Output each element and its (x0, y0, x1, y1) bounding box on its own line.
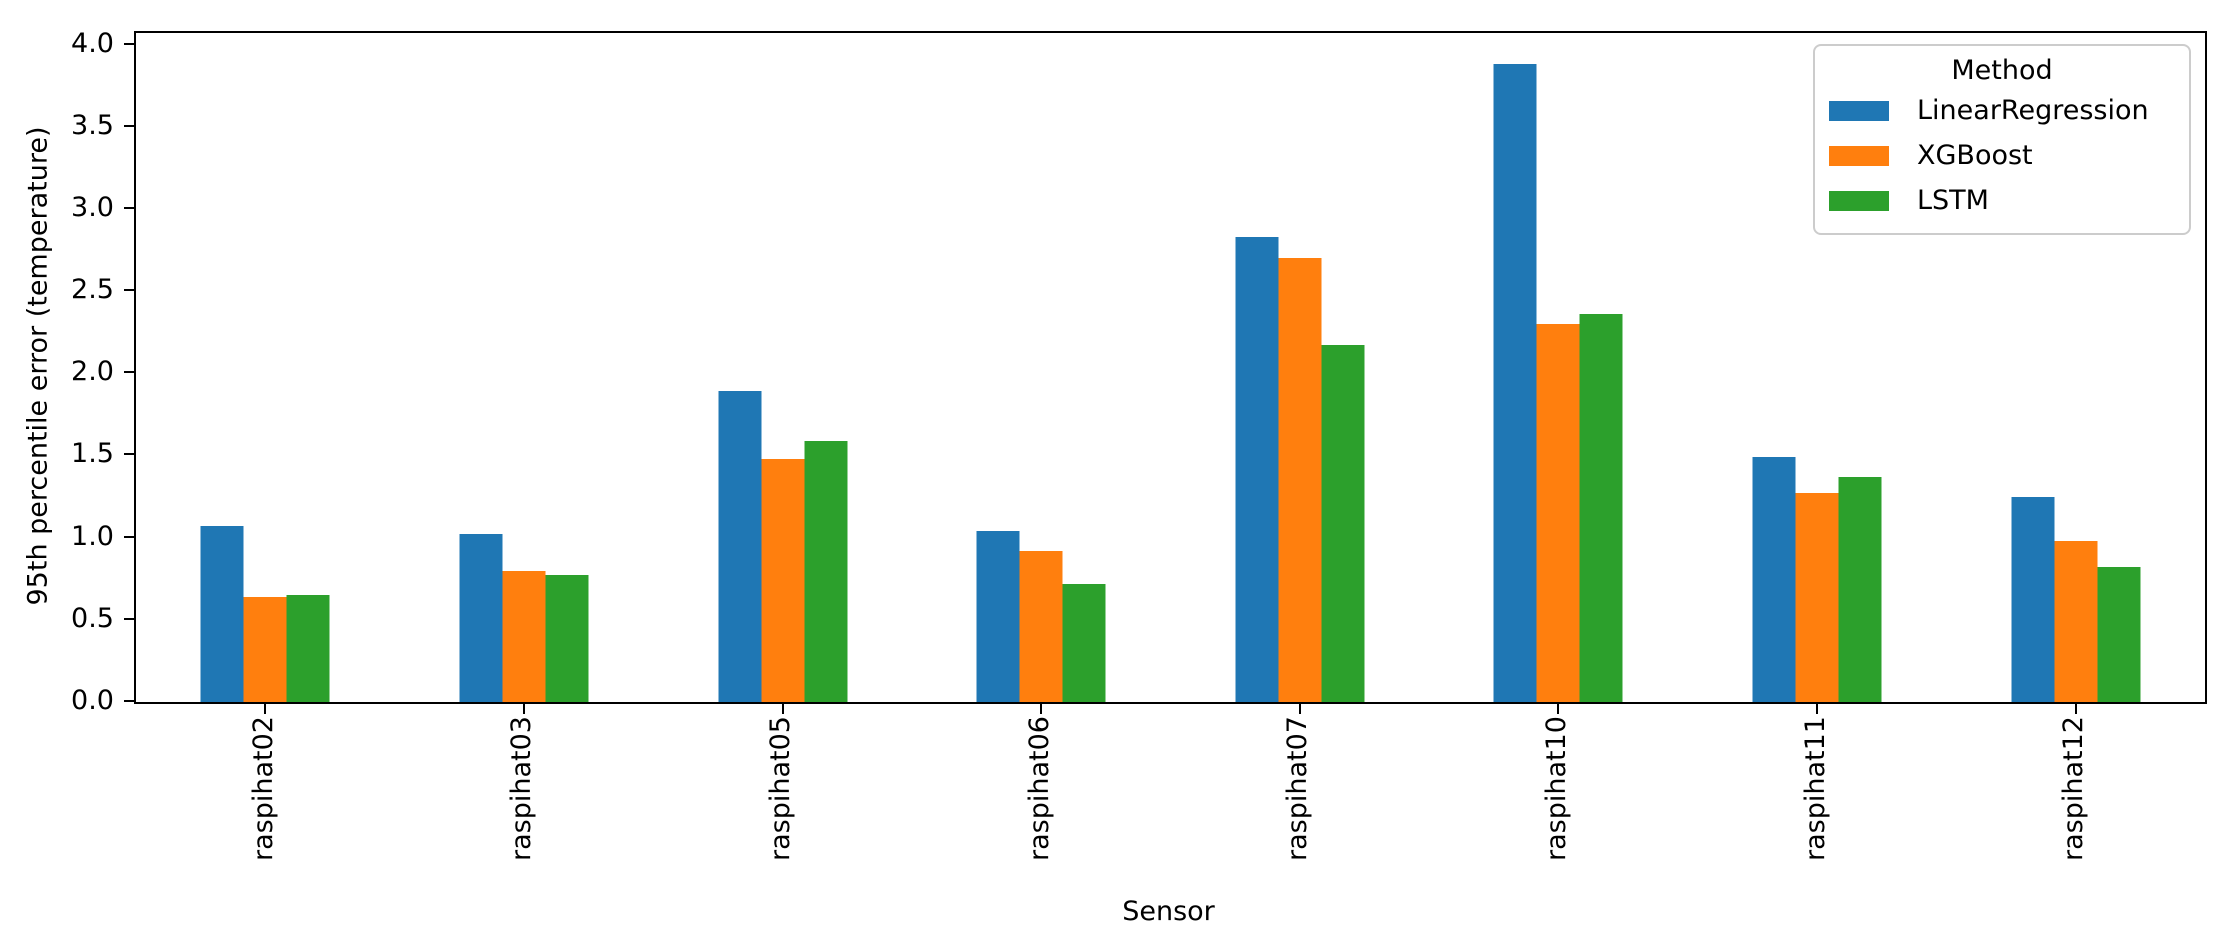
y-tick-label: 0.0 (71, 685, 114, 716)
x-tick-mark (2074, 704, 2077, 714)
bar-group-raspihat12 (1946, 33, 2205, 714)
bar-row (2011, 497, 2141, 702)
legend-entries: LinearRegression XGBoost LSTM (1815, 88, 2189, 223)
x-tick-mark (1557, 704, 1560, 714)
y-tick-mark (124, 207, 134, 209)
bar-raspihat07-lstm (1321, 345, 1365, 702)
y-tick-mark (124, 43, 134, 45)
bar-row (718, 391, 848, 702)
bar-row (976, 531, 1106, 702)
bar-raspihat11-lstm (1838, 477, 1882, 702)
x-tick-mark (1816, 704, 1819, 714)
x-tick-label-cell: raspihat03 (393, 716, 652, 861)
y-tick-mark (124, 289, 134, 291)
bar-group-raspihat10 (1429, 33, 1688, 714)
y-tick-mark (124, 536, 134, 538)
legend-swatch-lstm (1829, 190, 1889, 211)
bar-raspihat03-xgboost (502, 571, 546, 702)
y-tick-mark (124, 618, 134, 620)
bar-group-raspihat05 (653, 33, 912, 714)
legend-entry-lstm: LSTM (1815, 178, 2189, 223)
x-tick-label-cell: raspihat10 (1427, 716, 1686, 861)
bar-raspihat12-linearregression (2011, 497, 2055, 702)
bar-group-raspihat07 (1171, 33, 1430, 714)
legend-swatch-xgboost (1829, 145, 1889, 166)
legend-entry-xgboost: XGBoost (1815, 133, 2189, 178)
x-tick-label: raspihat11 (1799, 716, 1831, 861)
x-tick-mark (264, 704, 267, 714)
bar-raspihat02-xgboost (243, 597, 287, 702)
x-tick-label-cell: raspihat07 (1169, 716, 1428, 861)
legend-label: LinearRegression (1917, 95, 2149, 126)
x-tick-label: raspihat02 (247, 716, 279, 861)
y-tick-mark (124, 700, 134, 702)
x-tick-mark (1298, 704, 1301, 714)
y-tick-mark (124, 371, 134, 373)
y-axis-title-text: 95th percentile error (temperature) (22, 126, 54, 606)
bar-raspihat10-linearregression (1493, 64, 1537, 702)
legend-swatch-linearregression (1829, 100, 1889, 121)
y-tick-label: 4.0 (71, 28, 114, 59)
legend-label: LSTM (1917, 185, 1989, 216)
y-tick-label: 0.5 (71, 603, 114, 634)
bar-group-raspihat02 (136, 33, 395, 714)
bar-raspihat02-lstm (286, 595, 330, 702)
legend-entry-linearregression: LinearRegression (1815, 88, 2189, 133)
bar-raspihat12-xgboost (2054, 541, 2098, 702)
x-tick-label-cell: raspihat06 (910, 716, 1169, 861)
bar-raspihat07-linearregression (1235, 237, 1279, 702)
y-tick-mark (124, 453, 134, 455)
y-tick-label: 1.0 (71, 521, 114, 552)
bar-raspihat06-linearregression (976, 531, 1020, 702)
x-tick-label: raspihat06 (1023, 716, 1055, 861)
x-tick-label-cell: raspihat11 (1686, 716, 1945, 861)
bar-raspihat06-lstm (1062, 584, 1106, 702)
bar-row (1752, 457, 1882, 702)
legend: Method LinearRegression XGBoost LSTM (1813, 44, 2191, 235)
y-tick-label: 3.5 (71, 110, 114, 141)
bar-row (1493, 64, 1623, 702)
bar-raspihat05-lstm (804, 441, 848, 702)
bar-row (1235, 237, 1365, 702)
bar-raspihat11-xgboost (1795, 493, 1839, 702)
bar-groups (136, 33, 2205, 714)
bar-row (459, 534, 589, 702)
x-tick-label-cell: raspihat05 (651, 716, 910, 861)
y-tick-mark (124, 125, 134, 127)
y-tick-label: 1.5 (71, 438, 114, 469)
bar-group-raspihat03 (395, 33, 654, 714)
bar-group-raspihat06 (912, 33, 1171, 714)
x-tick-label: raspihat10 (1540, 716, 1572, 861)
bar-raspihat03-lstm (545, 575, 589, 702)
bar-raspihat11-linearregression (1752, 457, 1796, 702)
x-tick-label-cell: raspihat12 (1944, 716, 2203, 861)
x-tick-mark (522, 704, 525, 714)
x-axis-tick-labels: raspihat02 raspihat03 raspihat05 raspihat06… (134, 716, 2203, 861)
bar-raspihat10-lstm (1579, 314, 1623, 702)
x-tick-label: raspihat07 (1282, 716, 1314, 861)
bar-raspihat12-lstm (2097, 567, 2141, 702)
bar-raspihat10-xgboost (1536, 324, 1580, 702)
bar-raspihat05-linearregression (718, 391, 762, 702)
bar-raspihat02-linearregression (200, 526, 244, 702)
x-tick-label: raspihat12 (2058, 716, 2090, 861)
x-tick-label: raspihat03 (506, 716, 538, 861)
x-axis-title: Sensor (1122, 896, 1215, 927)
bar-raspihat06-xgboost (1019, 551, 1063, 702)
x-tick-mark (781, 704, 784, 714)
x-tick-mark (1040, 704, 1043, 714)
x-tick-label-cell: raspihat02 (134, 716, 393, 861)
legend-title: Method (1951, 55, 2053, 86)
y-tick-label: 3.0 (71, 192, 114, 223)
y-tick-label: 2.0 (71, 356, 114, 387)
legend-label: XGBoost (1917, 140, 2033, 171)
y-tick-label: 2.5 (71, 274, 114, 305)
bar-raspihat05-xgboost (761, 459, 805, 702)
bar-raspihat03-linearregression (459, 534, 503, 702)
bar-group-raspihat11 (1688, 33, 1947, 714)
bar-raspihat07-xgboost (1278, 258, 1322, 702)
x-tick-label: raspihat05 (765, 716, 797, 861)
bar-row (200, 526, 330, 702)
